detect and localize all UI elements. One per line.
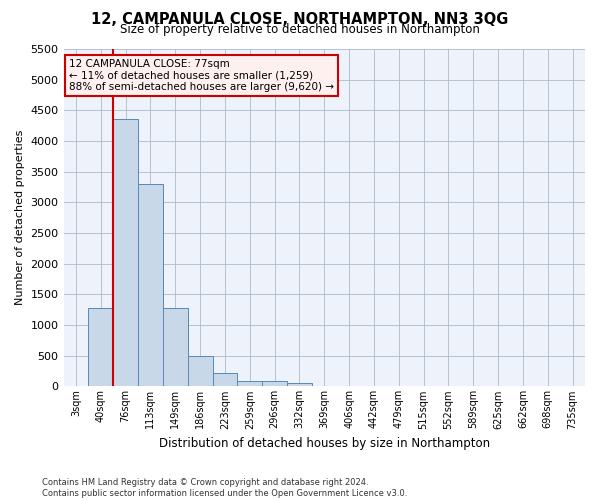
- Bar: [212, 373, 238, 386]
- Bar: [188, 356, 212, 386]
- Bar: [287, 382, 312, 386]
- Bar: [163, 308, 188, 386]
- Text: 12 CAMPANULA CLOSE: 77sqm
← 11% of detached houses are smaller (1,259)
88% of se: 12 CAMPANULA CLOSE: 77sqm ← 11% of detac…: [69, 59, 334, 92]
- Bar: [262, 382, 287, 386]
- Bar: [138, 184, 163, 386]
- Text: 12, CAMPANULA CLOSE, NORTHAMPTON, NN3 3QG: 12, CAMPANULA CLOSE, NORTHAMPTON, NN3 3Q…: [91, 12, 509, 28]
- Bar: [238, 381, 262, 386]
- Bar: [88, 308, 113, 386]
- Bar: [113, 119, 138, 386]
- X-axis label: Distribution of detached houses by size in Northampton: Distribution of detached houses by size …: [159, 437, 490, 450]
- Y-axis label: Number of detached properties: Number of detached properties: [15, 130, 25, 306]
- Text: Contains HM Land Registry data © Crown copyright and database right 2024.
Contai: Contains HM Land Registry data © Crown c…: [42, 478, 407, 498]
- Text: Size of property relative to detached houses in Northampton: Size of property relative to detached ho…: [120, 22, 480, 36]
